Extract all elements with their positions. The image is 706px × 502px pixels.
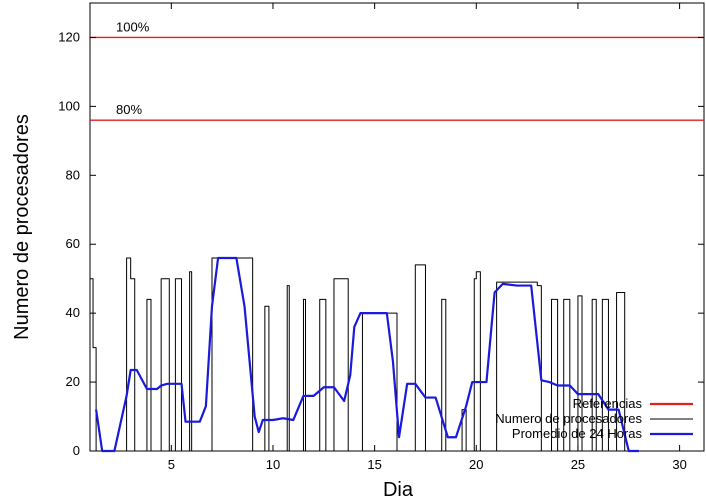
reference-label: 100% xyxy=(116,19,150,34)
y-tick-label: 20 xyxy=(66,374,80,389)
x-tick-label: 10 xyxy=(266,457,280,472)
x-tick-label: 30 xyxy=(672,457,686,472)
y-axis: 0 20 40 60 80 100 120 xyxy=(58,29,704,458)
y-tick-label: 100 xyxy=(58,98,80,113)
legend-label: Promedio de 24 Horas xyxy=(512,426,643,441)
y-tick-label: 0 xyxy=(73,443,80,458)
series-layer xyxy=(90,256,700,453)
x-tick-label: 5 xyxy=(168,457,175,472)
series-line-1 xyxy=(90,257,700,452)
reference-lines: 100% 80% xyxy=(90,19,704,121)
series-line-2 xyxy=(95,256,639,453)
x-tick-label: 15 xyxy=(367,457,381,472)
y-tick-label: 40 xyxy=(66,305,80,320)
x-tick-label: 25 xyxy=(571,457,585,472)
reference-label: 80% xyxy=(116,102,142,117)
x-tick-label: 20 xyxy=(469,457,483,472)
y-tick-label: 80 xyxy=(66,167,80,182)
legend-label: Referencias xyxy=(573,396,643,411)
x-axis-title: Dia xyxy=(383,479,414,501)
y-tick-label: 120 xyxy=(58,29,80,44)
y-tick-label: 60 xyxy=(66,236,80,251)
x-axis: 5 10 15 20 25 30 xyxy=(168,3,687,472)
y-axis-title: Numero de procesadores xyxy=(11,114,33,340)
legend-label: Numero de procesadores xyxy=(495,411,642,426)
